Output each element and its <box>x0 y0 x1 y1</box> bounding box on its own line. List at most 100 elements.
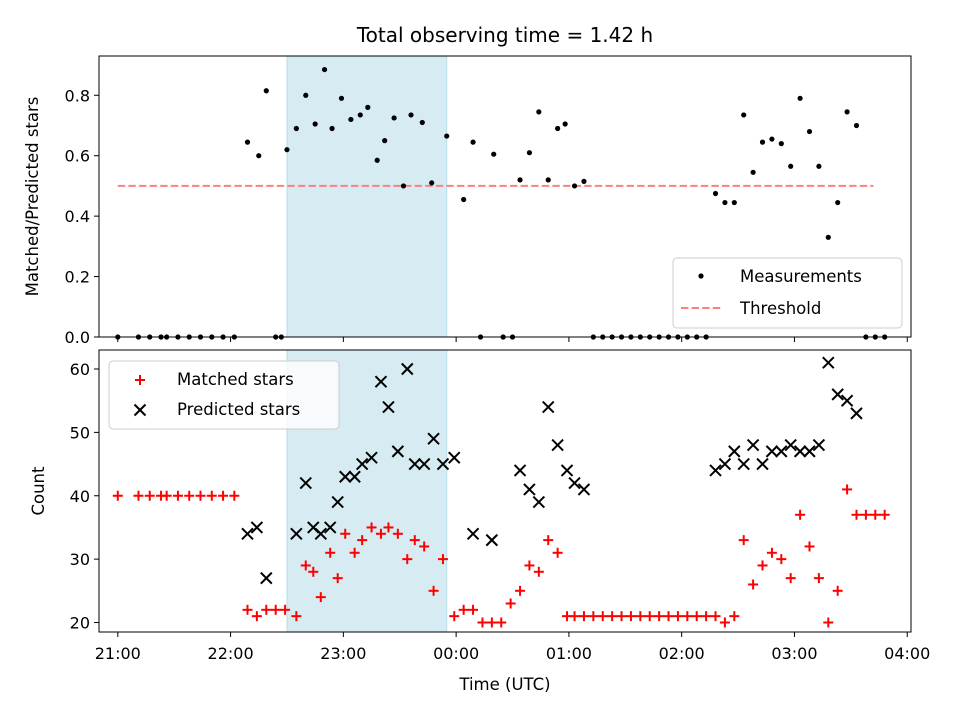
top-axes-frame <box>98 55 912 338</box>
legend-x-b <box>133 403 147 417</box>
predicted-point <box>290 527 303 540</box>
measurement-point <box>722 199 728 206</box>
predicted-point <box>408 457 421 471</box>
measurement-point <box>374 157 380 163</box>
matched-point <box>813 573 824 584</box>
matched-point <box>543 535 554 546</box>
x-tick-label: 03:00 <box>771 644 817 663</box>
predicted-point <box>348 470 361 483</box>
matched-point <box>625 611 636 622</box>
matched-point <box>616 611 627 622</box>
measurement-point <box>256 153 262 159</box>
matched-point <box>795 509 806 520</box>
bottom-y-ticks: 20 30 40 50 60 <box>70 360 99 632</box>
measurement-point <box>408 112 414 118</box>
predicted-point-b <box>765 445 779 458</box>
predicted-point <box>485 533 499 547</box>
measurement-point <box>731 199 737 206</box>
measurement-point <box>461 196 467 203</box>
legend-plus <box>135 375 145 385</box>
predicted-point <box>355 457 369 471</box>
predicted-point <box>523 483 536 496</box>
matched-point <box>357 535 368 546</box>
chart-title: Total observing time = 1.42 h <box>356 23 653 47</box>
predicted-point-b <box>408 457 421 471</box>
predicted-point <box>427 432 440 445</box>
matched-point <box>308 566 319 577</box>
predicted-point-b <box>448 451 461 464</box>
measurement-point <box>321 66 328 73</box>
measurement-points <box>115 66 888 340</box>
x-tick-label: 22:00 <box>208 644 254 663</box>
matched-point <box>663 611 674 622</box>
matched-point <box>766 547 777 558</box>
predicted-point <box>250 521 264 534</box>
predicted-point <box>737 457 750 471</box>
predicted-point <box>391 445 405 458</box>
matched-point <box>409 535 420 546</box>
x-tick-label: 01:00 <box>546 644 592 663</box>
bottom-x-ticks: 21:00 22:00 23:00 00:00 01:00 02:00 03:00 04:00 <box>95 632 930 663</box>
matched-point <box>251 611 262 622</box>
predicted-point-b <box>803 445 816 458</box>
measurement-point <box>825 234 831 240</box>
measurement-point <box>470 139 476 145</box>
matched-point <box>644 611 655 622</box>
predicted-point <box>331 495 344 509</box>
matched-point <box>325 547 336 558</box>
predicted-point <box>436 457 450 471</box>
measurement-point <box>357 112 363 118</box>
predicted-point-b <box>427 432 440 445</box>
predicted-point <box>560 464 574 477</box>
predicted-point-b <box>822 356 835 369</box>
predicted-point <box>765 445 779 458</box>
top-shaded-interval <box>286 55 448 338</box>
matched-point <box>738 535 749 546</box>
matched-point <box>710 611 721 622</box>
predicted-point <box>840 394 854 407</box>
matched-point <box>879 509 890 520</box>
bottom-panel: 20 30 40 50 60 21:00 22:00 23:00 00:00 01:00 02:0… <box>29 349 930 694</box>
matched-point <box>515 585 526 596</box>
predicted-point <box>709 464 722 477</box>
predicted-point-b <box>250 521 264 534</box>
matched-point <box>682 611 693 622</box>
predicted-point-b <box>299 476 312 490</box>
predicted-point-b <box>793 445 807 458</box>
matched-point <box>588 611 599 622</box>
matched-point <box>505 598 516 609</box>
matched-point <box>270 604 281 615</box>
predicted-point <box>374 375 388 388</box>
star-count-points <box>112 356 890 628</box>
matched-point <box>340 528 351 539</box>
predicted-point <box>365 451 378 464</box>
bottom-legend-box <box>108 360 340 430</box>
predicted-point <box>417 457 431 471</box>
measurement-point <box>348 116 354 123</box>
y-tick-label: 50 <box>70 423 90 442</box>
matched-point <box>332 573 343 584</box>
matched-point <box>569 611 580 622</box>
measurement-point <box>853 122 860 129</box>
predicted-point-b <box>374 375 388 388</box>
matched-point <box>392 528 403 539</box>
matched-point <box>375 528 386 539</box>
matched-point <box>597 611 608 622</box>
matched-point <box>654 611 665 622</box>
measurement-point <box>562 121 568 127</box>
legend-label-threshold: Threshold <box>739 299 821 318</box>
predicted-point <box>812 438 826 452</box>
predicted-point-b <box>850 407 863 420</box>
measurement-point <box>750 169 756 175</box>
matched-point <box>172 490 183 501</box>
measurement-point <box>284 147 290 153</box>
predicted-point-b <box>718 457 732 471</box>
legend-label-predicted: Predicted stars <box>177 400 300 419</box>
matched-point <box>449 611 460 622</box>
matched-point <box>691 611 702 622</box>
predicted-point-b <box>290 527 303 540</box>
matched-point <box>458 604 469 615</box>
predicted-point-b <box>775 445 788 458</box>
